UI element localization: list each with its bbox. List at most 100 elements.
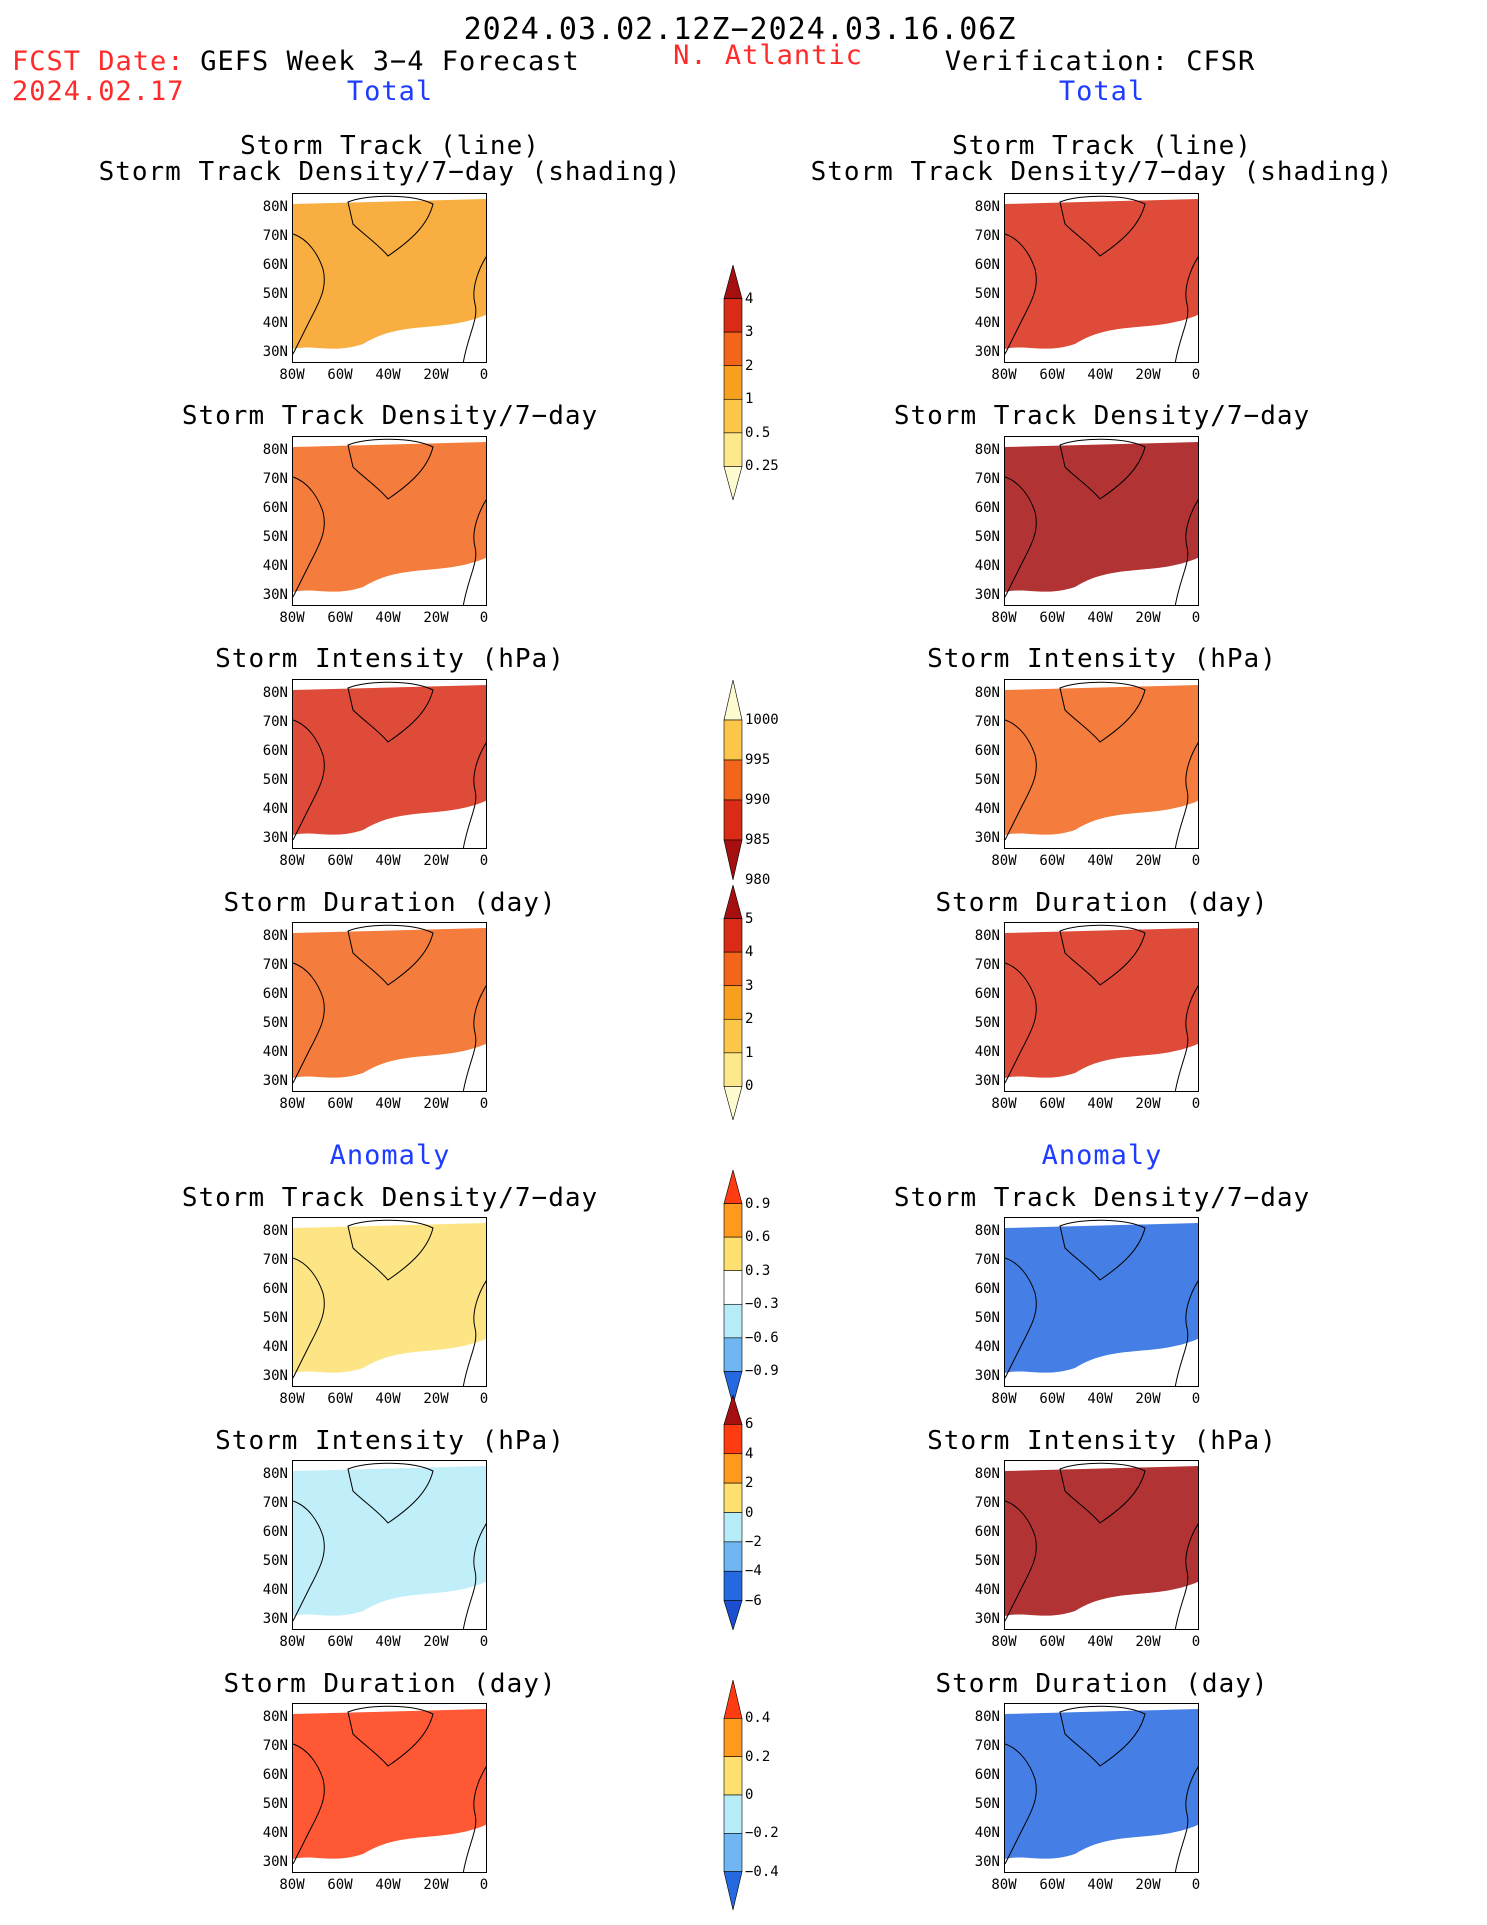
lat-tick-label: 30N	[262, 1368, 288, 1384]
lon-tick-label: 80W	[279, 1877, 305, 1893]
lon-tick-label: 20W	[423, 853, 449, 869]
lon-tick-label: 40W	[375, 1096, 401, 1112]
lon-tick-label: 60W	[1039, 853, 1065, 869]
lon-tick-label: 80W	[279, 853, 305, 869]
right-total-heading: Total	[1058, 76, 1146, 107]
field-shading	[293, 1466, 486, 1616]
lat-tick-label: 40N	[262, 1339, 288, 1355]
lon-tick-label: 0	[479, 1391, 489, 1407]
lon-tick-label: 60W	[1039, 1391, 1065, 1407]
map-panel-cfsr-density	[1004, 436, 1199, 606]
gefs-density-anom-title: Storm Track Density/7−day	[181, 1183, 599, 1213]
map-panel-cfsr-intensity-anom	[1004, 1460, 1199, 1630]
region-title: N. Atlantic	[673, 40, 863, 71]
field-shading	[293, 928, 486, 1078]
lat-tick-label: 60N	[974, 986, 1000, 1002]
lat-tick-label: 40N	[974, 315, 1000, 331]
lon-tick-label: 0	[479, 1634, 489, 1650]
map-panel-cfsr-track	[1004, 193, 1199, 363]
lat-tick-label: 50N	[974, 529, 1000, 545]
lat-tick-label: 50N	[974, 1310, 1000, 1326]
map-panel-cfsr-duration	[1004, 922, 1199, 1092]
lon-tick-label: 80W	[279, 1634, 305, 1650]
colorbar-duration-total	[718, 883, 748, 1124]
model-title: GEFS Week 3−4 Forecast	[200, 46, 580, 77]
cfsr-density-title: Storm Track Density/7−day	[893, 401, 1311, 431]
lat-tick-label: 80N	[262, 928, 288, 944]
lat-tick-label: 60N	[974, 1524, 1000, 1540]
lon-tick-label: 80W	[991, 367, 1017, 383]
colorbar-density-total	[718, 263, 748, 504]
lon-tick-label: 20W	[1135, 1096, 1161, 1112]
lat-tick-label: 80N	[262, 1709, 288, 1725]
lat-tick-label: 40N	[262, 558, 288, 574]
lat-tick-label: 80N	[974, 1709, 1000, 1725]
colorbar-intensity-total	[718, 679, 748, 884]
map-panel-gefs-intensity-anom	[292, 1460, 487, 1630]
lon-tick-label: 80W	[279, 610, 305, 626]
lat-tick-label: 40N	[974, 1339, 1000, 1355]
lon-tick-label: 40W	[375, 610, 401, 626]
lat-tick-label: 60N	[262, 1524, 288, 1540]
colorbar-label: −2	[745, 1533, 762, 1550]
field-shading	[1005, 685, 1198, 835]
lon-tick-label: 40W	[375, 1634, 401, 1650]
field-shading	[1005, 442, 1198, 592]
colorbar-label: 1	[745, 1044, 754, 1061]
colorbar-label: 0.9	[745, 1195, 771, 1212]
colorbar-label: 1	[745, 391, 754, 408]
lat-tick-label: 40N	[262, 1825, 288, 1841]
lat-tick-label: 40N	[974, 1582, 1000, 1598]
colorbar-label: 2	[745, 357, 754, 374]
lat-tick-label: 70N	[262, 228, 288, 244]
map-panel-gefs-density-anom	[292, 1217, 487, 1387]
lon-tick-label: 60W	[327, 1877, 353, 1893]
lat-tick-label: 60N	[262, 986, 288, 1002]
lat-tick-label: 70N	[974, 1252, 1000, 1268]
cfsr-density-anom-title: Storm Track Density/7−day	[893, 1183, 1311, 1213]
lat-tick-label: 30N	[262, 1611, 288, 1627]
field-shading	[1005, 199, 1198, 349]
lon-tick-label: 80W	[991, 610, 1017, 626]
date-range-title: 2024.03.02.12Z−2024.03.16.06Z	[463, 12, 1017, 47]
lat-tick-label: 50N	[974, 772, 1000, 788]
field-shading	[1005, 928, 1198, 1078]
lat-tick-label: 50N	[262, 529, 288, 545]
colorbar-duration-anom	[718, 1679, 748, 1914]
lon-tick-label: 60W	[1039, 1877, 1065, 1893]
left-total-heading: Total	[346, 76, 434, 107]
lon-tick-label: 20W	[1135, 610, 1161, 626]
lon-tick-label: 0	[479, 1877, 489, 1893]
colorbar-label: 0.6	[745, 1229, 771, 1246]
map-panel-gefs-track	[292, 193, 487, 363]
lat-tick-label: 50N	[262, 1015, 288, 1031]
lon-tick-label: 40W	[1087, 610, 1113, 626]
colorbar-label: 1000	[745, 712, 779, 728]
lat-tick-label: 40N	[974, 1825, 1000, 1841]
lon-tick-label: 60W	[1039, 1634, 1065, 1650]
lat-tick-label: 40N	[262, 801, 288, 817]
lat-tick-label: 70N	[974, 714, 1000, 730]
left-anomaly-heading: Anomaly	[329, 1140, 451, 1171]
colorbar-label: 0.25	[745, 458, 779, 475]
map-panel-gefs-intensity	[292, 679, 487, 849]
lat-tick-label: 60N	[974, 743, 1000, 759]
colorbar-label: −4	[745, 1563, 762, 1580]
lat-tick-label: 50N	[262, 1310, 288, 1326]
lon-tick-label: 0	[479, 610, 489, 626]
field-shading	[1005, 1466, 1198, 1616]
lat-tick-label: 60N	[974, 1767, 1000, 1783]
colorbar-label: 990	[745, 792, 771, 808]
gefs-track-title-2: Storm Track Density/7−day (shading)	[98, 157, 682, 187]
colorbar-label: 4	[745, 1445, 754, 1462]
lon-tick-label: 20W	[423, 1877, 449, 1893]
lon-tick-label: 0	[1191, 853, 1201, 869]
lat-tick-label: 40N	[262, 1582, 288, 1598]
lon-tick-label: 40W	[1087, 367, 1113, 383]
lat-tick-label: 80N	[974, 928, 1000, 944]
fcst-date-value: 2024.02.17	[12, 76, 185, 107]
gefs-track-title-1: Storm Track (line)	[240, 131, 540, 161]
lat-tick-label: 30N	[974, 344, 1000, 360]
lon-tick-label: 80W	[991, 1877, 1017, 1893]
lat-tick-label: 50N	[262, 286, 288, 302]
